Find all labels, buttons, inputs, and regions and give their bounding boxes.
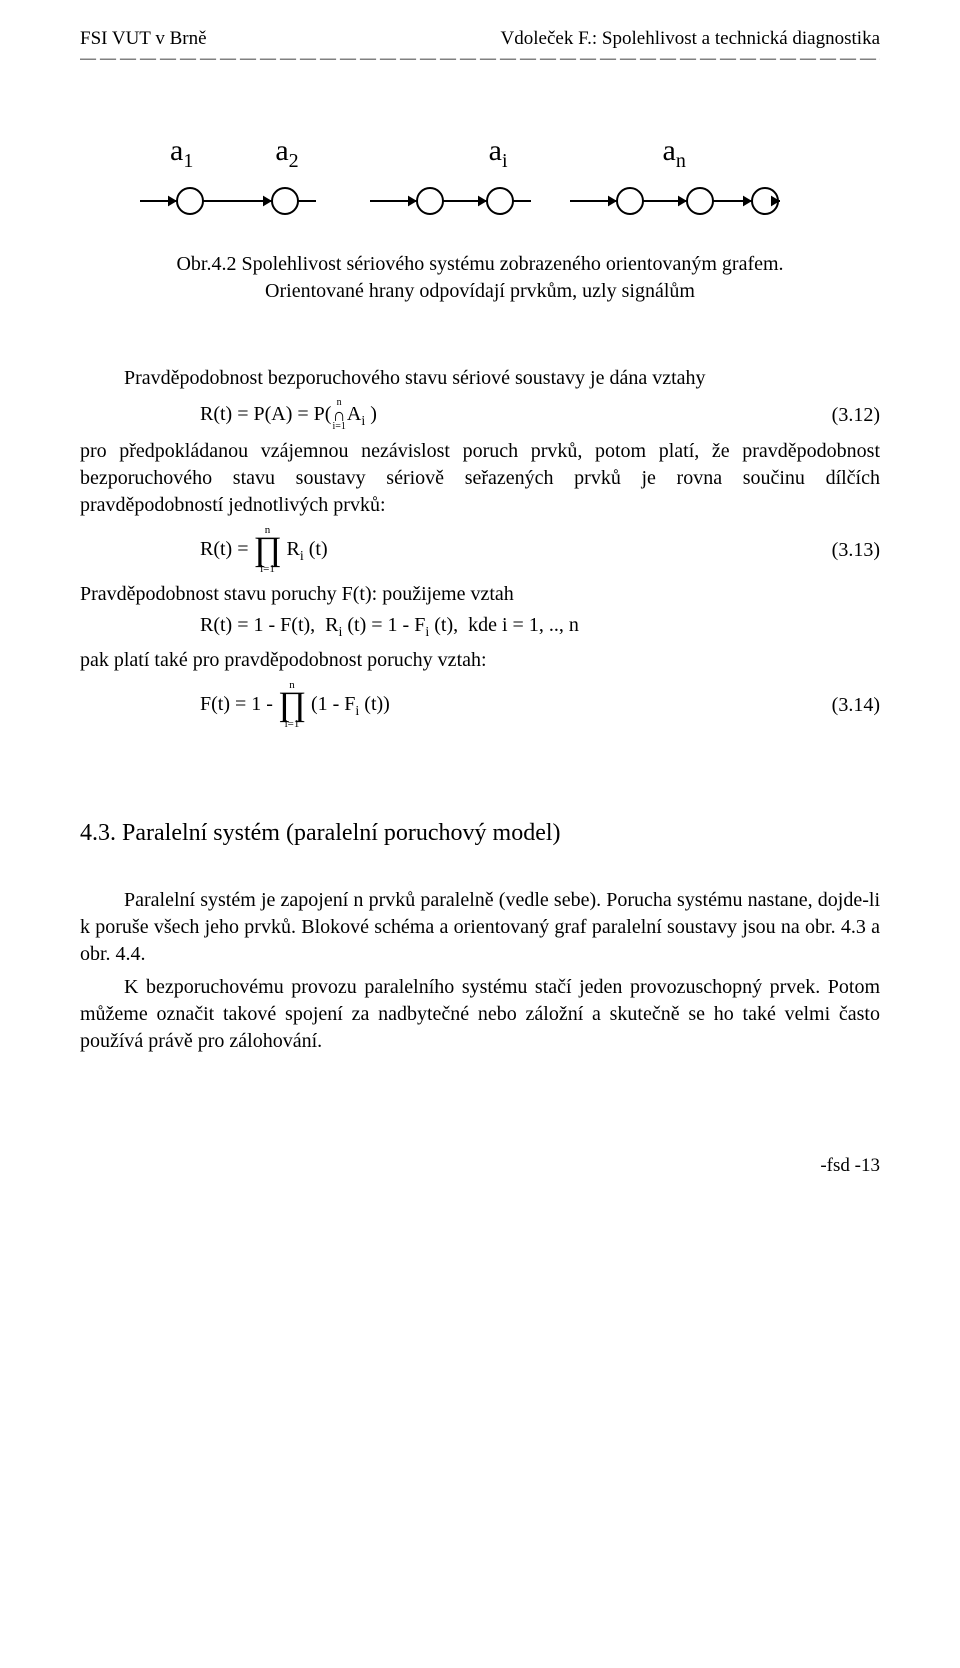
product-symbol: n∏i=1 bbox=[254, 525, 282, 575]
paragraph-2: pro předpokládanou vzájemnou nezávislost… bbox=[80, 438, 880, 519]
eq13-number: (3.13) bbox=[790, 539, 880, 562]
series-graph-diagram: a1 a2 ai an bbox=[140, 134, 780, 225]
header-right: Vdoleček F.: Spolehlivost a technická di… bbox=[501, 28, 880, 50]
equation-3-14: F(t) = 1 - n∏i=1 (1 - Fi (t)) (3.14) bbox=[80, 680, 880, 730]
node-label-an: an bbox=[663, 134, 686, 173]
eq12-inside: Ai bbox=[347, 403, 365, 425]
equation-3-12: R(t) = P(A) = P(n∩i=1Ai ) (3.12) bbox=[80, 398, 880, 432]
caption-line-2: Orientované hrany odpovídají prvkům, uzl… bbox=[265, 280, 695, 302]
header-left: FSI VUT v Brně bbox=[80, 28, 207, 50]
node-label-ai: ai bbox=[489, 134, 508, 173]
diagram-svg bbox=[140, 179, 780, 225]
paragraph-4: pak platí také pro pravděpodobnost poruc… bbox=[80, 647, 880, 674]
intersection-symbol: n∩i=1 bbox=[332, 398, 345, 432]
header-divider: — — — — — — — — — — — — — — — — — — — — … bbox=[80, 54, 880, 64]
paragraph-6: K bezporuchovému provozu paralelního sys… bbox=[80, 974, 880, 1055]
node-label-a2: a2 bbox=[275, 134, 298, 173]
eq14-rhs: (1 - Fi (t)) bbox=[311, 693, 390, 715]
eq13-rhs: Ri (t) bbox=[287, 538, 328, 560]
paragraph-5: Paralelní systém je zapojení n prvků par… bbox=[80, 887, 880, 968]
figure-caption: Obr.4.2 Spolehlivost sériového systému z… bbox=[80, 251, 880, 305]
product-symbol-2: n∏i=1 bbox=[278, 680, 306, 730]
eq14-number: (3.14) bbox=[790, 694, 880, 717]
paragraph-3: Pravděpodobnost stavu poruchy F(t): použ… bbox=[80, 581, 880, 608]
page-footer: -fsd -13 bbox=[80, 1155, 880, 1177]
section-heading: 4.3. Paralelní systém (paralelní porucho… bbox=[80, 820, 880, 847]
node-label-a1: a1 bbox=[170, 134, 193, 173]
eq-inline-expr: R(t) = 1 - F(t), Ri (t) = 1 - Fi (t), kd… bbox=[200, 614, 579, 636]
equation-inline: R(t) = 1 - F(t), Ri (t) = 1 - Fi (t), kd… bbox=[80, 614, 880, 641]
paragraph-1: Pravděpodobnost bezporuchového stavu sér… bbox=[80, 365, 880, 392]
equation-3-13: R(t) = n∏i=1 Ri (t) (3.13) bbox=[80, 525, 880, 575]
eq12-lhs: R(t) = P(A) = P( bbox=[200, 403, 331, 425]
diagram-labels-row: a1 a2 ai an bbox=[140, 134, 780, 173]
eq12-expr: R(t) = P(A) = P(n∩i=1Ai ) bbox=[200, 403, 377, 425]
eq12-number: (3.12) bbox=[790, 404, 880, 427]
caption-line-1: Obr.4.2 Spolehlivost sériového systému z… bbox=[176, 253, 783, 275]
eq14-expr: F(t) = 1 - n∏i=1 (1 - Fi (t)) bbox=[200, 693, 390, 715]
eq13-expr: R(t) = n∏i=1 Ri (t) bbox=[200, 538, 328, 560]
